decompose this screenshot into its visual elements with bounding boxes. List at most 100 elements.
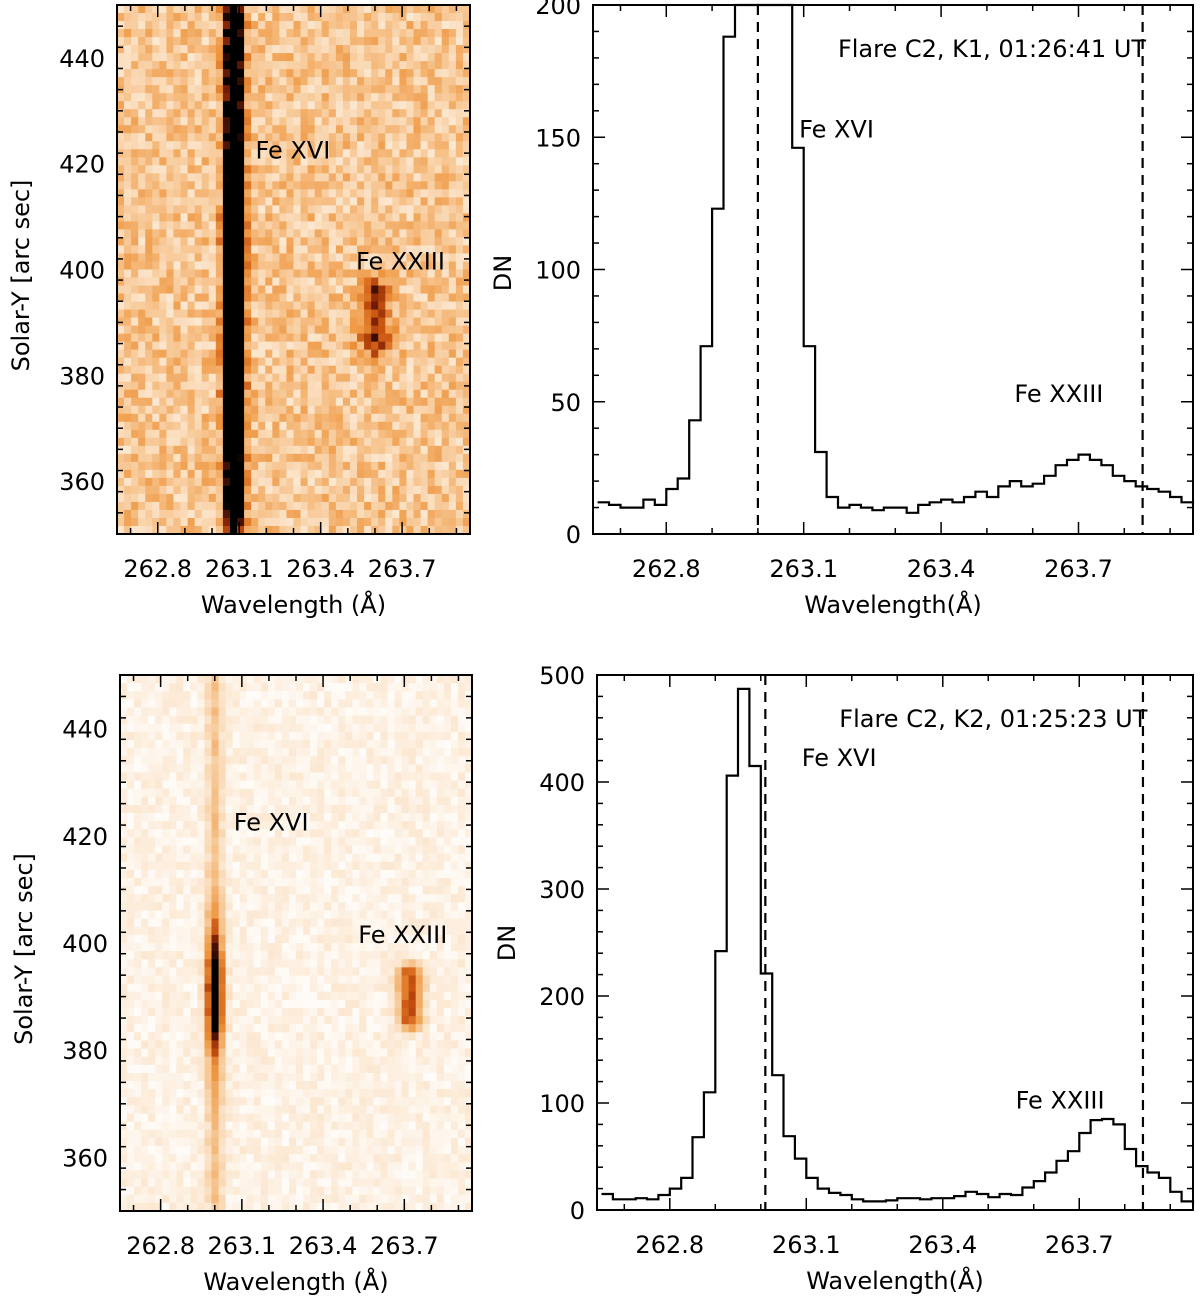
heatmap-cell <box>434 389 443 399</box>
heatmap-cell <box>145 109 153 118</box>
heatmap-cell <box>378 365 386 375</box>
heatmap-cell <box>187 149 196 158</box>
heatmap-cell <box>296 788 304 798</box>
heatmap-cell <box>194 429 203 439</box>
heatmap-cell <box>464 837 473 847</box>
heatmap-cell <box>190 756 199 765</box>
heatmap-cell <box>364 413 372 423</box>
heatmap-cell <box>387 683 396 692</box>
heatmap-cell <box>239 780 248 790</box>
heatmap-cell <box>331 886 339 895</box>
heatmap-cell <box>166 317 175 327</box>
heatmap-cell <box>399 381 408 391</box>
heatmap-cell <box>208 237 217 247</box>
heatmap-cell <box>194 189 203 198</box>
heatmap-cell <box>314 117 323 126</box>
heatmap-cell <box>244 125 252 134</box>
heatmap-cell <box>155 804 163 814</box>
line-annotation: Fe XXIII <box>1014 380 1103 408</box>
heatmap-cell <box>148 748 156 757</box>
heatmap-cell <box>385 141 393 150</box>
heatmap-cell <box>366 739 375 749</box>
heatmap-cell <box>378 253 386 263</box>
heatmap-cell <box>190 910 199 920</box>
heatmap-cell <box>415 804 424 814</box>
heatmap-cell <box>148 886 156 895</box>
heatmap-cell <box>272 461 280 471</box>
heatmap-cell <box>190 739 199 749</box>
heatmap-cell <box>127 699 135 709</box>
heatmap-cell <box>120 910 128 920</box>
heatmap-cell <box>138 349 146 359</box>
heatmap-cell <box>134 707 142 717</box>
heatmap-cell <box>413 45 422 54</box>
heatmap-cell <box>120 675 128 684</box>
heatmap-cell <box>328 205 337 214</box>
heatmap-cell <box>183 837 191 847</box>
heatmap-cell <box>364 477 372 487</box>
heatmap-cell <box>406 341 415 351</box>
heatmap-cell <box>173 381 182 391</box>
heatmap-cell <box>258 117 266 126</box>
heatmap-cell <box>413 325 422 335</box>
heatmap-cell <box>225 894 234 903</box>
heatmap-cell <box>258 469 266 479</box>
heatmap-cell <box>321 149 330 158</box>
heatmap-cell <box>244 221 252 231</box>
heatmap-cell <box>342 69 351 78</box>
heatmap-cell <box>267 699 276 709</box>
heatmap-cell <box>229 189 238 198</box>
heatmap-cell <box>183 731 191 741</box>
heatmap-cell <box>265 149 273 158</box>
heatmap-cell <box>307 261 316 271</box>
heatmap-cell <box>222 205 231 214</box>
heatmap-cell <box>296 723 304 733</box>
heatmap-cell <box>364 181 372 190</box>
heatmap-cell <box>131 445 139 455</box>
heatmap-cell <box>274 675 283 684</box>
heatmap-cell <box>117 133 125 142</box>
heatmap-cell <box>229 141 238 150</box>
heatmap-cell <box>399 357 408 367</box>
heatmap-cell <box>399 333 408 343</box>
heatmap-cell <box>413 469 422 479</box>
heatmap-cell <box>371 197 379 206</box>
heatmap-cell <box>293 285 302 295</box>
heatmap-cell <box>293 317 302 327</box>
heatmap-cell <box>286 469 295 479</box>
heatmap-cell <box>253 683 262 692</box>
heatmap-cell <box>364 117 372 126</box>
heatmap-cell <box>258 173 266 182</box>
heatmap-cell <box>392 133 400 142</box>
heatmap-cell <box>145 325 153 335</box>
heatmap-cell <box>342 181 351 190</box>
heatmap-cell <box>272 29 280 38</box>
heatmap-cell <box>190 894 199 903</box>
heatmap-cell <box>215 293 224 303</box>
heatmap-cell <box>222 333 231 343</box>
heatmap-cell <box>159 61 168 70</box>
heatmap-cell <box>429 886 438 895</box>
heatmap-cell <box>173 141 182 150</box>
heatmap-cell <box>321 85 330 94</box>
heatmap-cell <box>359 804 367 814</box>
heatmap-cell <box>420 189 429 198</box>
heatmap-cell <box>310 902 318 912</box>
heatmap-cell <box>152 13 160 22</box>
heatmap-cell <box>293 373 302 383</box>
heatmap-cell <box>434 253 443 263</box>
heatmap-cell <box>462 117 471 126</box>
heatmap-cell <box>208 477 217 487</box>
heatmap-cell <box>359 910 367 920</box>
heatmap-cell <box>314 477 323 487</box>
heatmap-cell <box>244 341 252 351</box>
heatmap-cell <box>159 205 168 214</box>
heatmap-cell <box>455 445 464 455</box>
heatmap-cell <box>232 723 241 733</box>
heatmap-cell <box>366 707 375 717</box>
heatmap-cell <box>176 869 184 879</box>
heatmap-cell <box>187 477 196 487</box>
heatmap-cell <box>131 365 139 375</box>
heatmap-cell <box>194 301 203 311</box>
heatmap-cell <box>237 397 245 407</box>
